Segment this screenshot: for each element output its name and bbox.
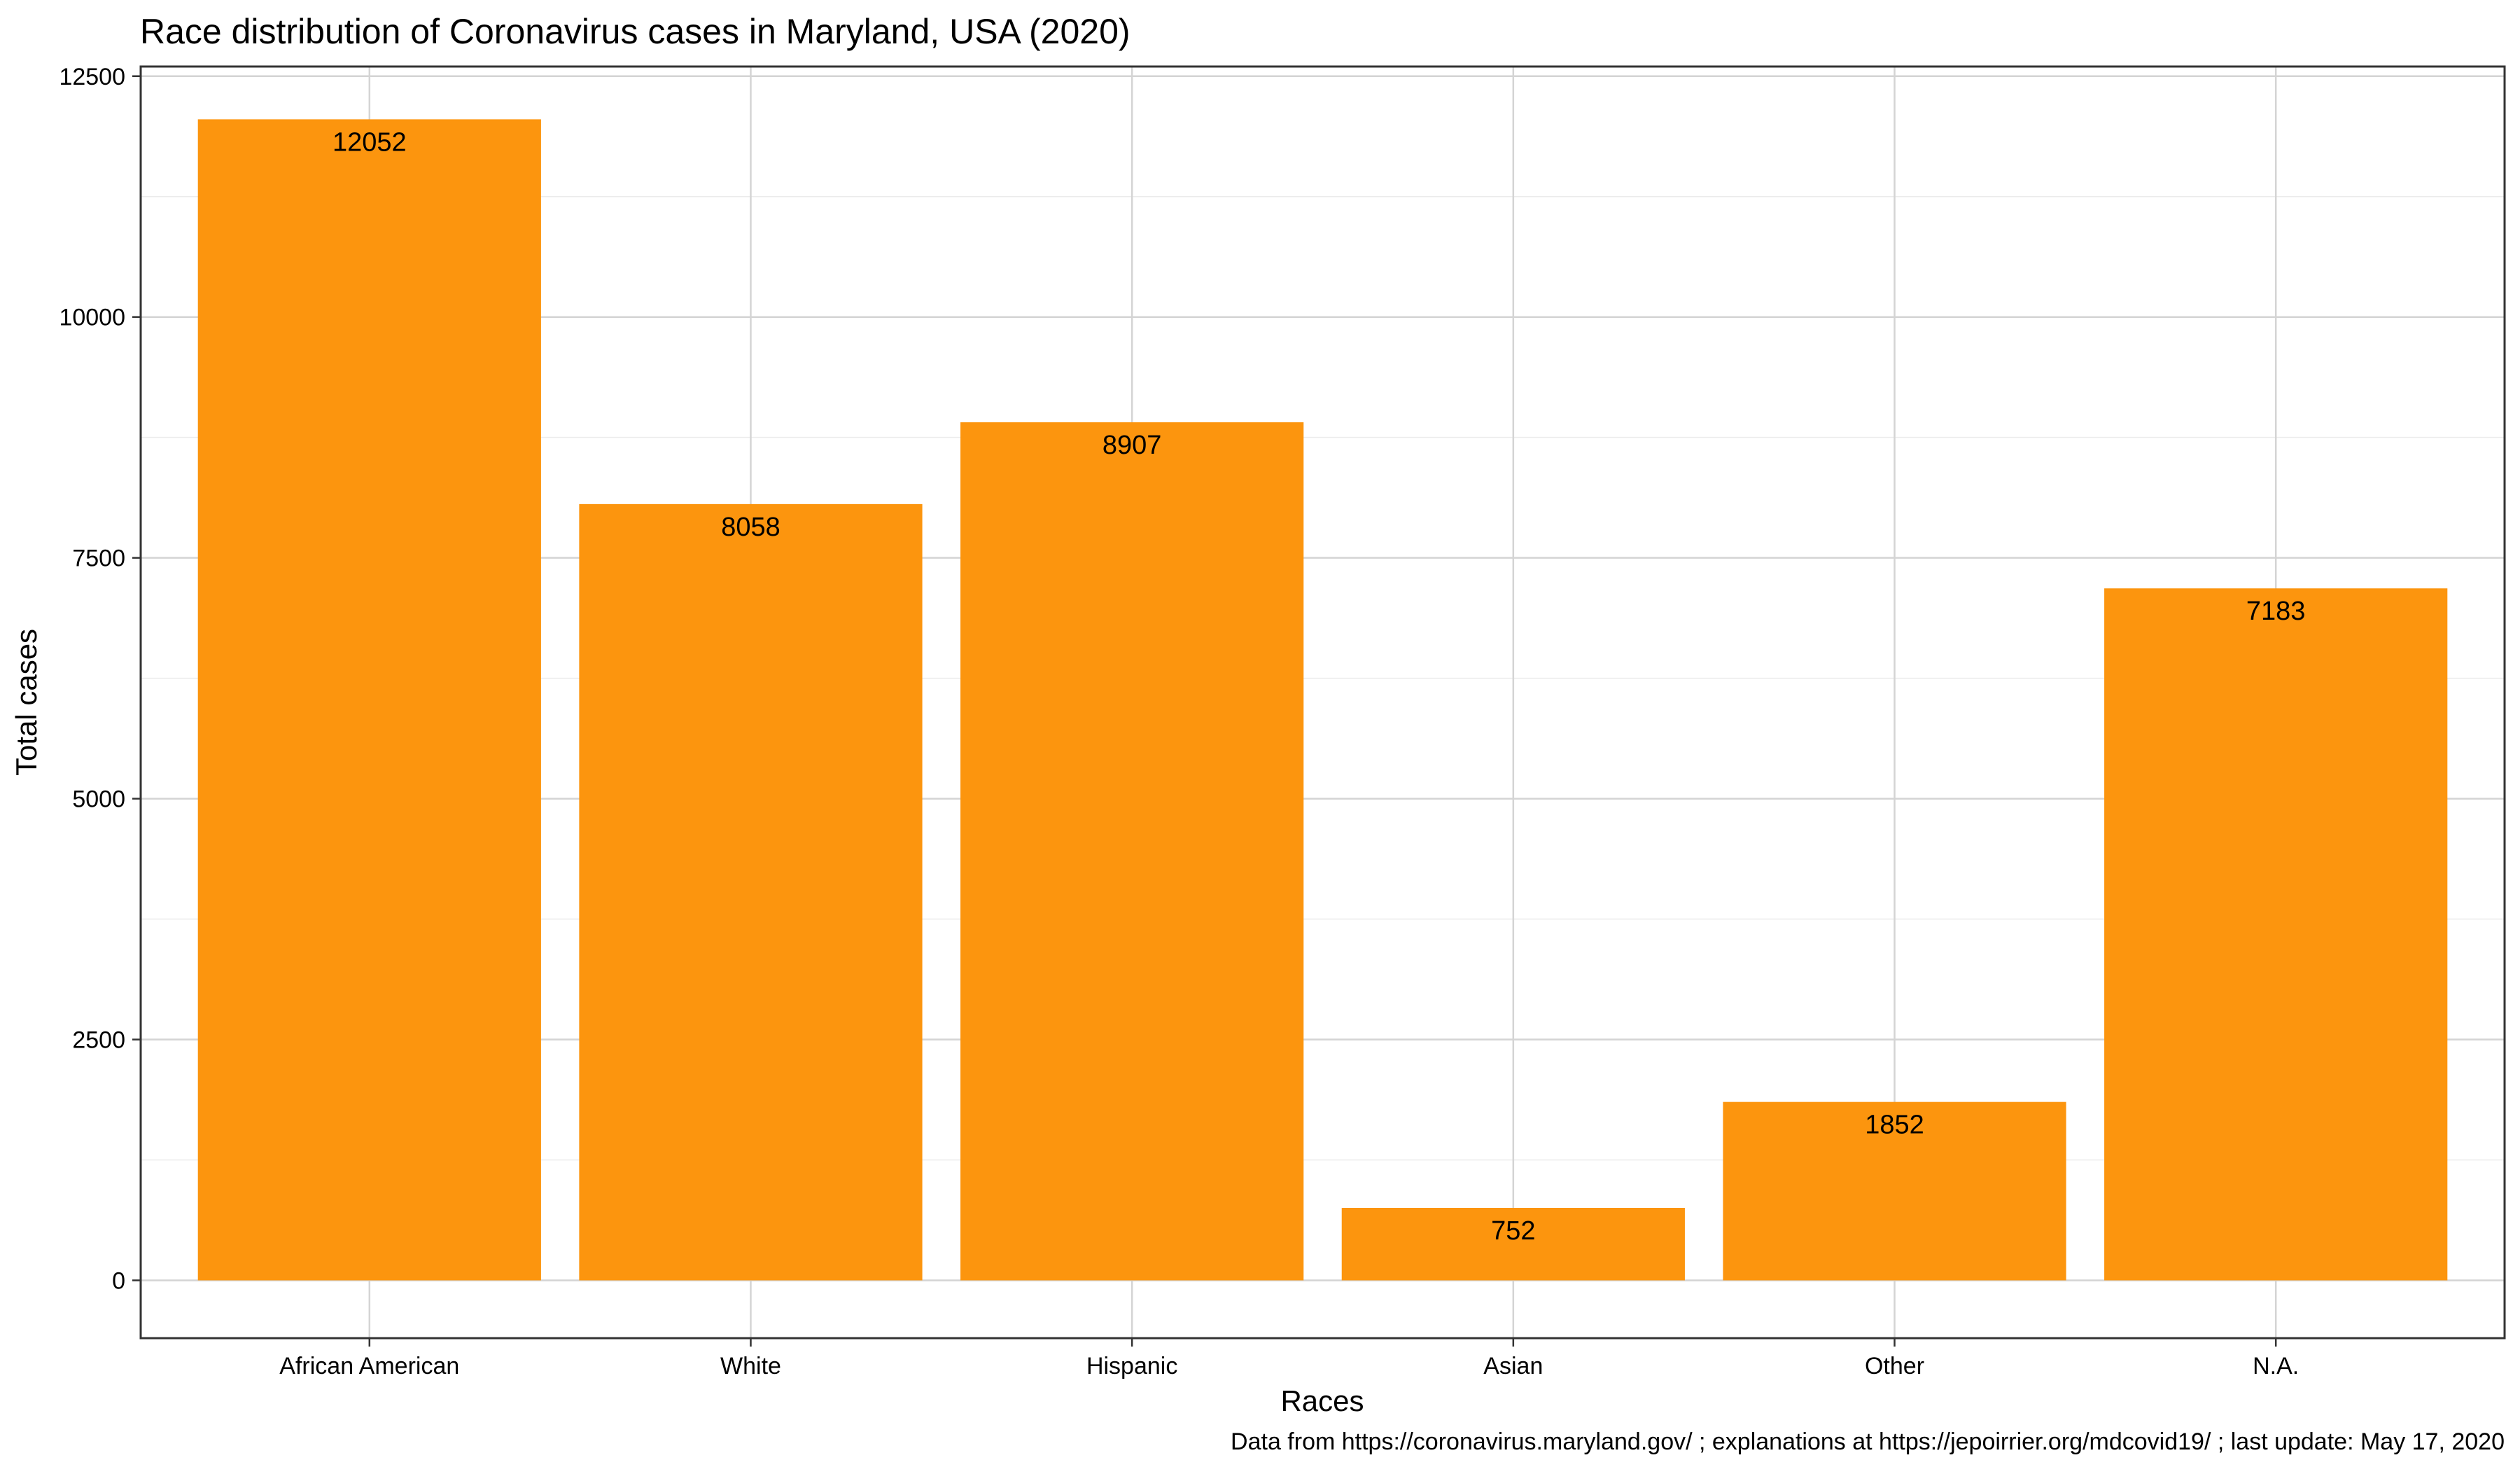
bar-african-american xyxy=(197,119,541,1281)
y-tick-label: 0 xyxy=(112,1267,125,1294)
y-tick-label: 2500 xyxy=(72,1027,125,1054)
bars xyxy=(197,119,2448,1281)
x-axis-title: Races xyxy=(1280,1384,1364,1417)
bar-value-label: 752 xyxy=(1491,1216,1535,1246)
y-tick-label: 10000 xyxy=(59,305,125,331)
y-tick-label: 7500 xyxy=(72,545,125,572)
x-tick-label: Asian xyxy=(1483,1353,1543,1379)
y-axis: 0 2500 5000 7500 10000 12500 xyxy=(59,64,141,1294)
bar-value-label: 8907 xyxy=(1102,431,1162,460)
y-tick-label: 5000 xyxy=(72,786,125,813)
y-axis-title: Total cases xyxy=(10,629,43,776)
x-tick-label: African American xyxy=(279,1353,459,1379)
x-tick-label: White xyxy=(720,1353,781,1379)
x-tick-label: Hispanic xyxy=(1086,1353,1177,1379)
bar-other xyxy=(1723,1101,2066,1281)
chart-title: Race distribution of Coronavirus cases i… xyxy=(140,12,1130,51)
plot-panel-border xyxy=(139,65,2506,1340)
y-tick-label: 12500 xyxy=(59,64,125,90)
bar-white xyxy=(579,503,923,1281)
bar-n-a xyxy=(2104,588,2448,1281)
x-tick-label: N.A. xyxy=(2253,1353,2299,1379)
bar-value-label: 1852 xyxy=(1865,1111,1924,1140)
data-source-caption: Data from https://coronavirus.maryland.g… xyxy=(1231,1428,2505,1455)
bar-hispanic xyxy=(960,422,1304,1281)
x-axis: African American White Hispanic Asian Other N… xyxy=(279,1338,2299,1379)
bar-asian xyxy=(1341,1207,1685,1281)
bar-data-labels: 12052 8058 8907 752 1852 7183 xyxy=(332,127,2305,1246)
bar-value-label: 12052 xyxy=(332,127,407,157)
bar-value-label: 8058 xyxy=(721,513,780,542)
bar-value-label: 7183 xyxy=(2246,597,2306,626)
x-tick-label: Other xyxy=(1865,1353,1924,1379)
